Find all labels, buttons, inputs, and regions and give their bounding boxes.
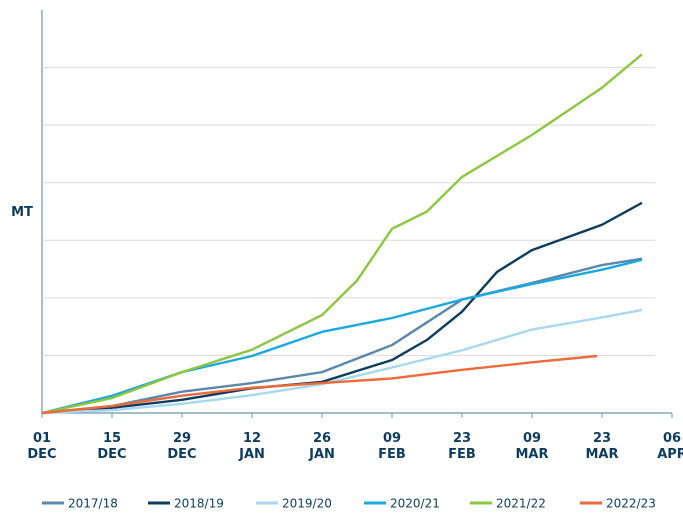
legend-label: 2018/19 <box>174 497 224 511</box>
series-line <box>41 308 643 415</box>
x-tick-label: 26 JAN <box>308 431 335 462</box>
x-tick-label: 23 MAR <box>585 431 618 462</box>
legend-label: 2021/22 <box>496 497 546 511</box>
legend-label: 2020/21 <box>390 497 440 511</box>
series-line <box>41 201 643 415</box>
series-line <box>41 354 598 415</box>
series-line <box>41 53 643 415</box>
legend-label: 2022/23 <box>606 497 656 511</box>
series-line <box>41 257 643 415</box>
x-tick-label: 29 DEC <box>167 431 196 462</box>
x-tick-label: 15 DEC <box>97 431 126 462</box>
x-tick-label: 09 MAR <box>515 431 548 462</box>
x-tick-label: 09 FEB <box>378 431 406 462</box>
x-tick-label: 23 FEB <box>448 431 476 462</box>
legend-label: 2017/18 <box>68 497 118 511</box>
x-tick-label: 12 JAN <box>238 431 265 462</box>
x-tick-label: 06 APR <box>657 431 683 462</box>
x-tick-label: 01 DEC <box>27 431 56 462</box>
legend-label: 2019/20 <box>282 497 332 511</box>
y-axis-label: MT <box>11 205 33 220</box>
